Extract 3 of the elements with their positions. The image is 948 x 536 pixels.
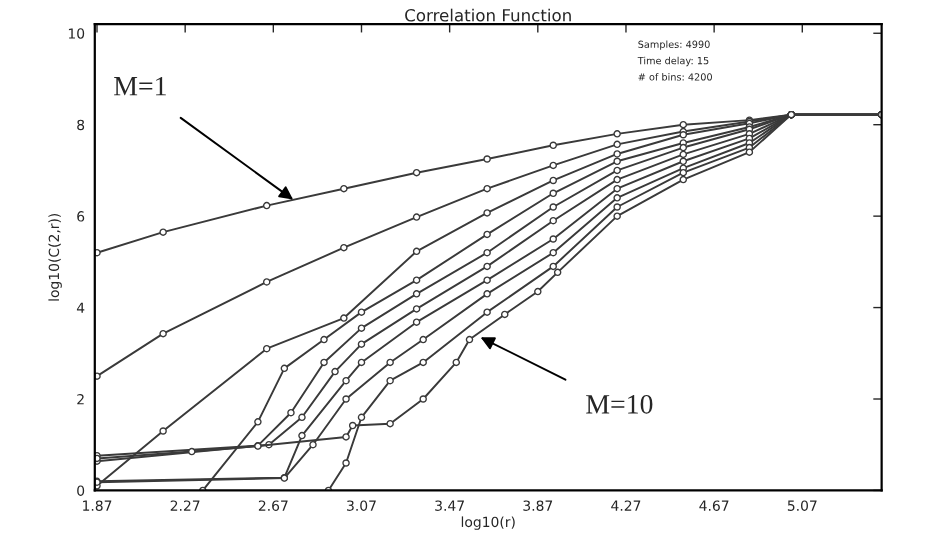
chart-title: Correlation Function bbox=[405, 8, 571, 22]
annotation: M=10 bbox=[586, 394, 653, 414]
annotation: M=1 bbox=[114, 76, 166, 96]
